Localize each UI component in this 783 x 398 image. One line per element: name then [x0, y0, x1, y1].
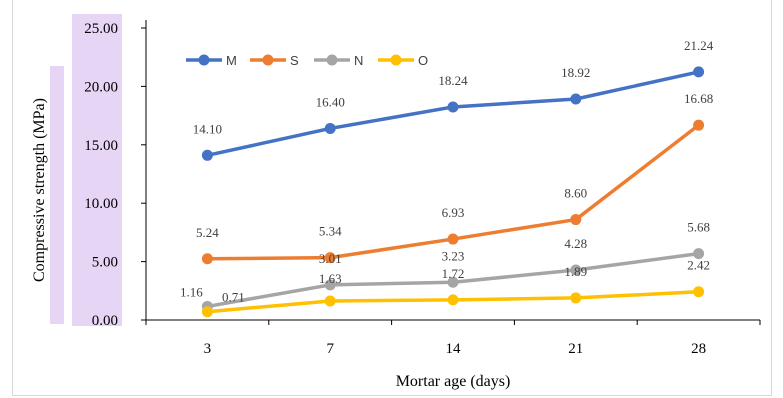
- data-label-M: 14.10: [193, 121, 222, 136]
- y-tick-label: 5.00: [92, 255, 118, 271]
- data-point-M: [448, 101, 459, 112]
- data-label-M: 18.24: [438, 73, 468, 88]
- data-point-O: [202, 306, 213, 317]
- legend-marker-S: [263, 55, 274, 66]
- data-point-S: [693, 120, 704, 131]
- data-label-N: 4.28: [564, 236, 587, 251]
- y-tick-label: 25.00: [84, 21, 118, 37]
- data-point-S: [202, 253, 213, 264]
- legend-marker-N: [327, 55, 338, 66]
- y-tick-highlight: [72, 14, 122, 326]
- data-label-O: 1.89: [564, 264, 587, 279]
- x-tick-labels: 3 7 14 21 28: [204, 341, 706, 357]
- legend-label-S: S: [290, 53, 299, 68]
- x-tick-label: 28: [691, 341, 706, 357]
- legend-label-N: N: [354, 53, 363, 68]
- data-point-O: [570, 292, 581, 303]
- data-point-O: [325, 295, 336, 306]
- y-title-highlight: [50, 66, 64, 324]
- x-tick-label: 14: [446, 341, 462, 357]
- x-tick-label: 21: [568, 341, 583, 357]
- y-axis-title: Compressive strength (MPa): [31, 98, 48, 282]
- data-label-N: 1.16: [180, 284, 203, 299]
- data-point-S: [570, 214, 581, 225]
- data-point-M: [693, 66, 704, 77]
- data-labels: 14.10 16.40 18.24 18.92 21.24 5.24 5.34 6.93 8.6…: [180, 38, 714, 305]
- legend-label-O: O: [418, 53, 428, 68]
- data-label-S: 6.93: [442, 205, 465, 220]
- data-label-S: 5.34: [319, 224, 342, 239]
- data-label-N: 3.23: [442, 248, 465, 263]
- x-axis-title: Mortar age (days): [396, 373, 511, 390]
- data-label-O: 1.63: [319, 271, 342, 286]
- y-tick-label: 15.00: [84, 138, 118, 154]
- y-tick-highlights: [50, 14, 122, 326]
- legend-marker-O: [391, 55, 402, 66]
- data-point-O: [693, 286, 704, 297]
- data-point-S: [448, 234, 459, 245]
- data-label-O: 1.72: [442, 266, 465, 281]
- data-label-N: 3.01: [319, 251, 342, 266]
- y-tick-label: 10.00: [84, 196, 118, 212]
- data-label-S: 8.60: [564, 186, 587, 201]
- data-label-M: 16.40: [316, 94, 345, 109]
- data-label-M: 18.92: [561, 65, 590, 80]
- data-label-S: 5.24: [196, 225, 219, 240]
- data-point-O: [448, 294, 459, 305]
- data-label-O: 2.42: [687, 258, 710, 273]
- y-tick-label: 20.00: [84, 79, 118, 95]
- data-point-M: [570, 94, 581, 105]
- data-point-M: [202, 150, 213, 161]
- data-label-M: 21.24: [684, 38, 714, 53]
- data-label-O: 0.71: [222, 290, 245, 305]
- y-tick-label: 0.00: [92, 313, 118, 329]
- data-label-N: 5.68: [687, 220, 710, 235]
- data-label-S: 16.68: [684, 91, 713, 106]
- legend-marker-M: [199, 55, 210, 66]
- data-point-M: [325, 123, 336, 134]
- x-tick-label: 7: [326, 341, 334, 357]
- legend-label-M: M: [226, 53, 237, 68]
- x-tick-label: 3: [204, 341, 212, 357]
